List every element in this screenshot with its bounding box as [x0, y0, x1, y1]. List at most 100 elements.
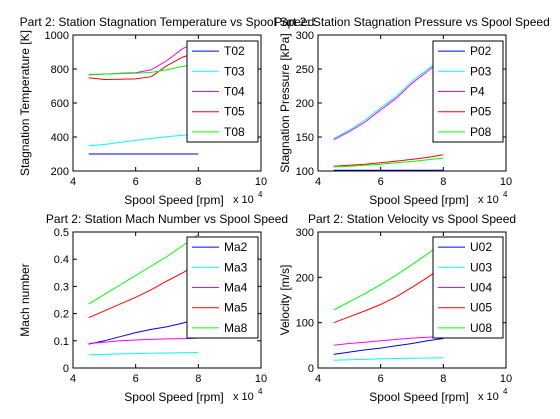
- series-lines: [88, 234, 199, 356]
- legend-label-ma3: Ma3: [224, 260, 248, 274]
- x-tick-label: 8: [440, 373, 446, 385]
- series-line-t04: [88, 41, 199, 76]
- y-tick-label: 0: [308, 363, 314, 375]
- x-exponent-power: 4: [258, 387, 263, 396]
- y-axis-label: Stagnation Pressure [kPa]: [278, 33, 292, 172]
- x-axis-label: Spool Speed [rpm]: [369, 390, 468, 404]
- y-tick-label: 100: [296, 318, 314, 330]
- series-line-p08: [333, 157, 444, 168]
- legend-label-p4: P4: [470, 85, 485, 99]
- y-tick-label: 200: [296, 272, 314, 284]
- series-line-p4: [333, 58, 444, 141]
- series-line-u08: [333, 241, 444, 311]
- x-exponent-label: x 10: [233, 391, 254, 403]
- series-line-ma5: [88, 262, 199, 319]
- y-tick-label: 100: [296, 166, 314, 178]
- legend: Ma2 Ma3 Ma4 Ma5 Ma8: [186, 236, 259, 339]
- subplot-2: 4 6 8 10 100 150 200 250 300 x 10 4 Spool Speed [rp…: [274, 15, 550, 207]
- legend: P02 P03 P4 P05 P08: [432, 40, 504, 143]
- series-line-u04: [333, 335, 444, 346]
- y-tick-label: 300: [296, 30, 314, 42]
- y-tick-label: 0.3: [54, 281, 69, 293]
- legend-label-u03: U03: [470, 260, 492, 274]
- series-line-ma3: [88, 352, 199, 356]
- series-line-u02: [333, 338, 444, 355]
- x-axis-label: Spool Speed [rpm]: [124, 390, 223, 404]
- y-tick-label: 800: [51, 64, 69, 76]
- axes-frame: [72, 231, 262, 369]
- x-tick-label: 10: [500, 176, 512, 188]
- x-tick-label: 8: [440, 176, 446, 188]
- y-tick-label: 250: [296, 64, 314, 76]
- y-tick-label: 0.2: [54, 309, 69, 321]
- x-tick-label: 4: [70, 176, 76, 188]
- y-axis-label: Mach number: [18, 263, 32, 336]
- legend-label-ma2: Ma2: [224, 240, 248, 254]
- x-axis-label: Spool Speed [rpm]: [369, 193, 468, 207]
- x-exponent-power: 4: [258, 190, 263, 199]
- axes-frame: [317, 231, 507, 369]
- x-exponent-power: 4: [503, 387, 508, 396]
- y-tick-label: 200: [51, 166, 69, 178]
- legend: T02 T03 T04 T05 T08: [186, 40, 259, 143]
- x-exponent-label: x 10: [478, 194, 499, 206]
- y-axis-label: Stagnation Temperature [K]: [18, 30, 32, 176]
- legend-label-t03: T03: [224, 64, 245, 78]
- series-line-ma2: [88, 318, 199, 345]
- legend-label-u05: U05: [470, 301, 492, 315]
- legend-label-t04: T04: [224, 85, 245, 99]
- y-tick-label: 600: [51, 98, 69, 110]
- y-tick-label: 200: [296, 98, 314, 110]
- series-line-t05: [88, 51, 199, 81]
- x-tick-label: 10: [500, 373, 512, 385]
- series-line-ma4: [88, 337, 199, 344]
- x-tick-label: 6: [378, 176, 384, 188]
- legend-label-p02: P02: [470, 44, 492, 58]
- series-lines: [333, 241, 444, 361]
- legend-label-u02: U02: [470, 240, 492, 254]
- chart-title: Part 2: Station Velocity vs Spool Speed: [308, 212, 516, 226]
- y-axis-label: Velocity [m/s]: [278, 265, 292, 336]
- legend-label-p05: P05: [470, 105, 492, 119]
- y-tick-label: 0.4: [54, 254, 69, 266]
- series-lines: [88, 41, 199, 155]
- subplot-3: 4 6 8 10 0 0.1 0.2 0.3 0.4 0.5 x 10 4 Spool Speed [r…: [18, 212, 288, 404]
- x-tick-label: 4: [70, 373, 76, 385]
- legend-label-t08: T08: [224, 125, 245, 139]
- y-tick-label: 0.5: [54, 227, 69, 239]
- subplot-1: 4 6 8 10 200 400 600 800 1000 x 10 4 Spool Speed [r…: [18, 15, 314, 207]
- x-tick-label: 4: [315, 373, 321, 385]
- x-tick-label: 4: [315, 176, 321, 188]
- x-tick-label: 6: [133, 176, 139, 188]
- series-line-ma8: [88, 234, 199, 305]
- x-axis-label: Spool Speed [rpm]: [124, 193, 223, 207]
- x-tick-label: 8: [195, 373, 201, 385]
- y-tick-label: 0: [63, 363, 69, 375]
- series-line-t03: [88, 133, 199, 147]
- legend: U02 U03 U04 U05 U08: [432, 236, 504, 339]
- legend-label-ma4: Ma4: [224, 281, 248, 295]
- x-tick-label: 6: [378, 373, 384, 385]
- legend-label-u08: U08: [470, 321, 492, 335]
- series-line-u05: [333, 265, 444, 324]
- legend-label-p03: P03: [470, 64, 492, 78]
- y-tick-label: 300: [296, 227, 314, 239]
- legend-label-t05: T05: [224, 105, 245, 119]
- legend-label-ma8: Ma8: [224, 321, 248, 335]
- series-line-t08: [88, 63, 199, 75]
- series-line-u03: [333, 357, 444, 361]
- chart-title: Part 2: Station Stagnation Temperature v…: [20, 15, 315, 29]
- legend-label-u04: U04: [470, 281, 492, 295]
- legend-label-ma5: Ma5: [224, 301, 248, 315]
- x-exponent-label: x 10: [233, 194, 254, 206]
- legend-label-t02: T02: [224, 44, 245, 58]
- x-tick-label: 8: [195, 176, 201, 188]
- legend-label-p08: P08: [470, 125, 492, 139]
- y-tick-label: 400: [51, 132, 69, 144]
- chart-title: Part 2: Station Stagnation Pressure vs S…: [274, 15, 550, 29]
- x-tick-label: 6: [133, 373, 139, 385]
- x-tick-label: 10: [255, 176, 267, 188]
- series-line-p05: [333, 154, 444, 167]
